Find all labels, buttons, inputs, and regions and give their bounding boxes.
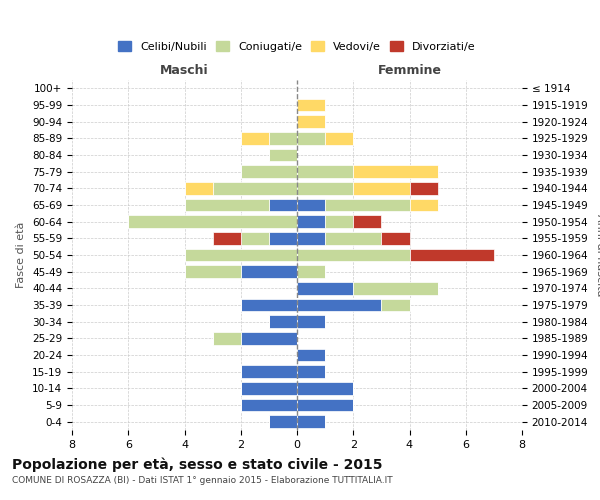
Text: Popolazione per età, sesso e stato civile - 2015: Popolazione per età, sesso e stato civil… [12,458,383,472]
Bar [128,216,297,228]
Bar [269,199,297,211]
Bar [297,232,325,244]
Bar [325,199,409,211]
Bar [297,282,353,294]
Bar [297,298,382,311]
Bar [185,182,212,194]
Bar [297,349,325,361]
Bar [241,366,297,378]
Bar [297,199,325,211]
Bar [241,132,269,144]
Bar [297,416,325,428]
Bar [297,266,325,278]
Bar [297,399,353,411]
Bar [269,149,297,162]
Bar [297,182,353,194]
Bar [241,232,269,244]
Text: Femmine: Femmine [377,64,442,76]
Bar [185,248,297,261]
Bar [212,232,241,244]
Bar [185,266,241,278]
Bar [241,298,297,311]
Bar [297,116,325,128]
Text: COMUNE DI ROSAZZA (BI) - Dati ISTAT 1° gennaio 2015 - Elaborazione TUTTITALIA.IT: COMUNE DI ROSAZZA (BI) - Dati ISTAT 1° g… [12,476,392,485]
Bar [353,282,437,294]
Bar [409,182,437,194]
Bar [269,132,297,144]
Bar [241,332,297,344]
Bar [325,232,382,244]
Bar [297,316,325,328]
Bar [241,266,297,278]
Bar [212,332,241,344]
Bar [185,199,269,211]
Bar [382,232,409,244]
Bar [409,248,494,261]
Bar [297,366,325,378]
Legend: Celibi/Nubili, Coniugati/e, Vedovi/e, Divorziati/e: Celibi/Nubili, Coniugati/e, Vedovi/e, Di… [114,36,480,56]
Text: Maschi: Maschi [160,64,209,76]
Bar [353,216,382,228]
Bar [241,382,297,394]
Bar [297,248,409,261]
Bar [297,382,353,394]
Bar [241,399,297,411]
Bar [297,216,325,228]
Bar [269,316,297,328]
Bar [241,166,297,178]
Bar [212,182,297,194]
Bar [325,132,353,144]
Bar [297,99,325,112]
Y-axis label: Fasce di età: Fasce di età [16,222,26,288]
Bar [382,298,409,311]
Bar [353,182,409,194]
Bar [297,166,353,178]
Bar [297,132,325,144]
Bar [409,199,437,211]
Bar [269,416,297,428]
Bar [325,216,353,228]
Bar [269,232,297,244]
Bar [353,166,437,178]
Y-axis label: Anni di nascita: Anni di nascita [595,214,600,296]
